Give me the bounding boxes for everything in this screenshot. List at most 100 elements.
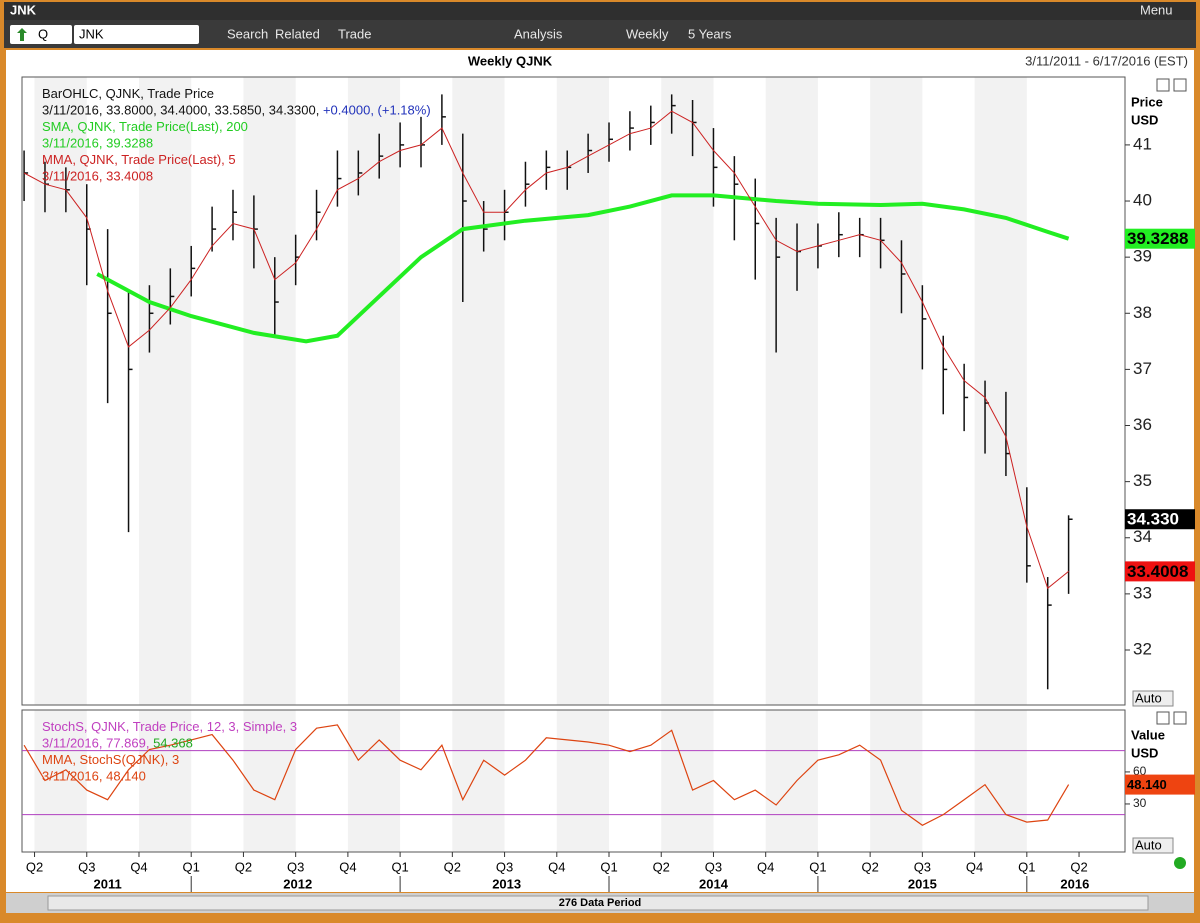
legend-line: MMA, QJNK, Trade Price(Last), 5 [42, 152, 236, 167]
legend-line: 3/11/2016, 48.140 [42, 769, 146, 784]
toolbar-button[interactable]: 5 Years [688, 26, 732, 41]
y-tick-label: 41 [1133, 134, 1152, 153]
y-tick-label: 35 [1133, 471, 1152, 490]
x-tick-label: Q4 [339, 859, 356, 874]
y-axis-label: Value [1131, 727, 1165, 742]
quarter-band [765, 77, 818, 705]
x-tick-label: Q1 [809, 859, 826, 874]
x-tick-label: Q1 [183, 859, 200, 874]
year-label: 2016 [1060, 876, 1089, 891]
x-tick-label: Q3 [496, 859, 513, 874]
y-axis-unit: USD [1131, 112, 1158, 127]
toolbar-button[interactable]: Analysis [514, 26, 563, 41]
quarter-band [34, 77, 87, 705]
pane-button [1173, 711, 1187, 725]
y-axis-unit: USD [1131, 745, 1158, 760]
value-badge [1125, 509, 1195, 530]
x-tick-label: Q2 [26, 859, 43, 874]
x-tick-label: Q2 [653, 859, 670, 874]
data-period: 276 Data Period [559, 897, 642, 909]
legend-line: 3/11/2016, 77.869, 54.368 [42, 736, 193, 751]
auto-label: Auto [1135, 690, 1162, 705]
x-tick-label: Q4 [548, 859, 565, 874]
toolbar-button[interactable]: Trade [338, 26, 371, 41]
quarter-band [765, 710, 818, 852]
price-pane: 32 33 34 35 36 37 38 39 40 41 Price USD Auto BarOHLC,… [21, 76, 1195, 707]
x-tick-label: Q1 [391, 859, 408, 874]
series-line [23, 724, 1070, 827]
quarter-band [974, 77, 1027, 705]
legend-line: MMA, StochS(QJNK), 3 [42, 752, 179, 767]
legend-line: 3/11/2016, 33.8000, 34.4000, 33.5850, 34… [42, 103, 431, 118]
scroll-thumb[interactable] [47, 895, 1149, 911]
series-line [23, 110, 1069, 590]
y-tick-label: 37 [1133, 359, 1152, 378]
symbol-prefix: Q [38, 26, 48, 41]
x-tick-label: Q3 [705, 859, 722, 874]
value-badge-label: 48.140 [1127, 777, 1167, 792]
legend-text: MMA, QJNK, Trade Price(Last), 5 [42, 152, 236, 167]
x-tick-label: Q2 [444, 859, 461, 874]
y-tick-label: 39 [1133, 247, 1152, 266]
status-dot [1174, 857, 1186, 869]
legend-text: 3/11/2016, 48.140 [42, 769, 146, 784]
series-line [96, 193, 1070, 344]
value-badge [1125, 774, 1195, 795]
value-badge [1125, 228, 1195, 249]
year-label: 2012 [283, 876, 312, 891]
legend-text: StochS, QJNK, Trade Price, 12, 3, Simple… [42, 719, 297, 734]
quarter-band [452, 77, 505, 705]
quarter-band [661, 77, 714, 705]
auto-box [1132, 690, 1174, 707]
year-label: 2015 [908, 876, 937, 891]
x-tick-label: Q4 [966, 859, 983, 874]
x-tick-label: Q2 [1070, 859, 1087, 874]
toolbar-button[interactable]: Related [275, 26, 320, 41]
toolbar-button[interactable]: Search [227, 26, 268, 41]
y-tick-label: 38 [1133, 303, 1152, 322]
legend-line: BarOHLC, QJNK, Trade Price [42, 86, 214, 101]
menu-button[interactable]: Menu [1140, 2, 1173, 17]
title-bar [4, 2, 1196, 20]
x-tick-label: Q2 [861, 859, 878, 874]
y-tick-label: 30 [1133, 796, 1147, 810]
quarter-band [138, 710, 192, 852]
value-badge-label: 34.330 [1127, 510, 1179, 529]
x-tick-label: Q2 [235, 859, 252, 874]
value-badge-label: 33.4008 [1127, 562, 1188, 581]
legend-text: 3/11/2016, 33.8000, 34.4000, 33.5850, 34… [42, 103, 323, 118]
quarter-band [556, 77, 610, 705]
symbol-text: JNK [79, 26, 104, 41]
legend-text: BarOHLC, QJNK, Trade Price [42, 86, 214, 101]
legend-text: 54.368 [153, 736, 193, 751]
symbol-input[interactable] [74, 25, 199, 44]
toolbar-button[interactable]: Weekly [626, 26, 669, 41]
quarter-band [347, 710, 401, 852]
quarter-band [870, 710, 923, 852]
y-tick-label: 32 [1133, 639, 1152, 658]
y-axis-label: Price [1131, 94, 1163, 109]
value-badge-label: 39.3288 [1127, 229, 1188, 248]
y-tick-label: 34 [1133, 527, 1152, 546]
chart-title: Weekly QJNK [468, 53, 553, 68]
y-tick-label: 33 [1133, 583, 1152, 602]
toolbar [4, 20, 1196, 48]
pane-button [1156, 78, 1170, 92]
toolbar-items: Search Related Trade Analysis Weekly 5 Years [227, 26, 732, 41]
pane-button [1173, 78, 1187, 92]
legend-line: SMA, QJNK, Trade Price(Last), 200 [42, 119, 248, 134]
quarter-band [452, 710, 505, 852]
year-label: 2013 [492, 876, 521, 891]
quarter-band [870, 77, 923, 705]
quarter-band [974, 710, 1027, 852]
legend-text: 3/11/2016, 77.869, [42, 736, 153, 751]
symbol-type-box[interactable] [10, 25, 72, 44]
x-tick-label: Q4 [757, 859, 774, 874]
value-badge [1125, 561, 1195, 582]
legend-line: StochS, QJNK, Trade Price, 12, 3, Simple… [42, 719, 297, 734]
year-label: 2014 [699, 876, 729, 891]
x-tick-label: Q3 [914, 859, 931, 874]
